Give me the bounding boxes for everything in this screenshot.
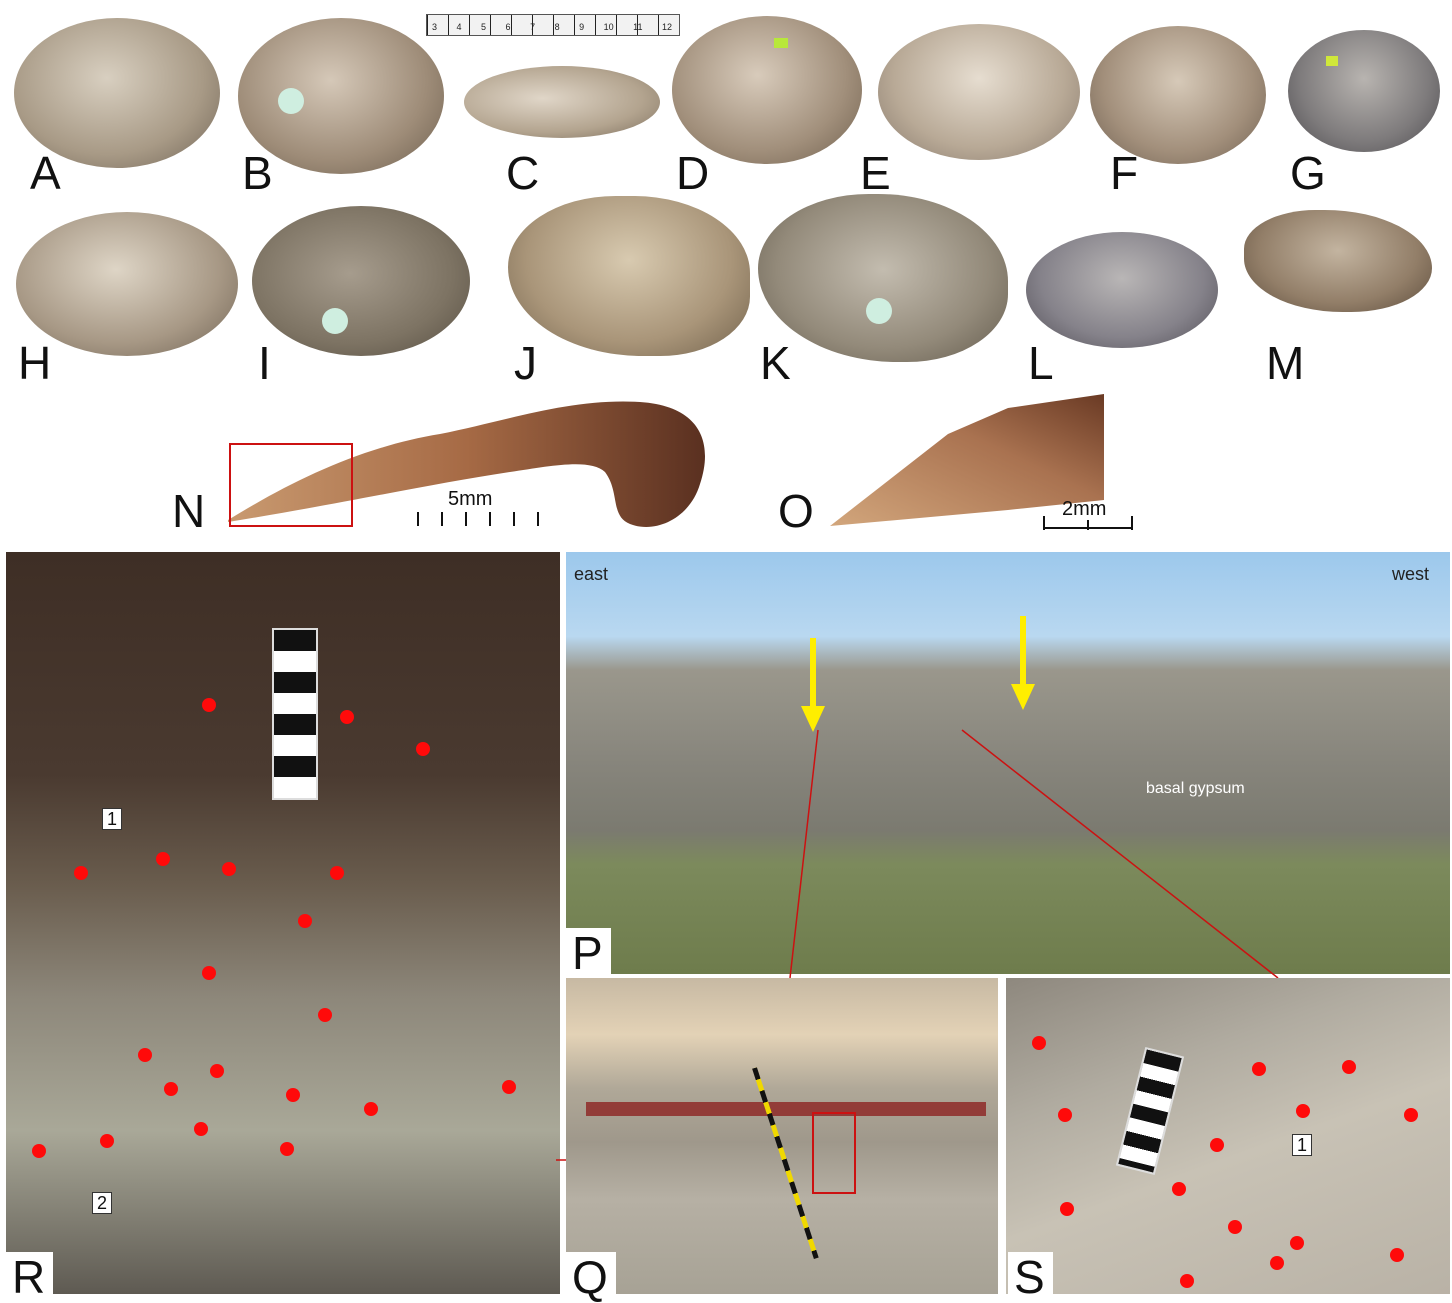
callout-label-1: 1: [1292, 1134, 1313, 1156]
fossil-marker: [1296, 1104, 1310, 1118]
fossil-marker: [156, 852, 170, 866]
fossil-marker: [1390, 1248, 1404, 1262]
panel-label-e: E: [860, 147, 891, 199]
callout-label-1: 1: [102, 808, 123, 830]
scale-ruler: [426, 14, 680, 36]
panel-label-m: M: [1266, 337, 1305, 389]
scale-bar-r: [272, 628, 318, 800]
shell-specimen-b: [238, 18, 444, 174]
panel-label-g: G: [1290, 147, 1326, 199]
panel-label-i: I: [258, 337, 271, 389]
shell-specimen-l: [1026, 232, 1218, 348]
panel-label-c: C: [506, 147, 540, 199]
scale-bar-s: [1115, 1046, 1185, 1176]
highlight-box: [812, 1112, 856, 1194]
specimen-tag: [1326, 56, 1338, 66]
fossil-marker: [364, 1102, 378, 1116]
fossil-marker: [318, 1008, 332, 1022]
fossil-marker: [1290, 1236, 1304, 1250]
field-photo-s: 1: [1006, 978, 1450, 1294]
fossil-marker: [502, 1080, 516, 1094]
shell-specimen-j: [508, 196, 750, 356]
fossil-marker: [1058, 1108, 1072, 1122]
fossil-marker: [1252, 1062, 1266, 1076]
fossil-marker: [138, 1048, 152, 1062]
shell-cross-section-o: [830, 394, 1104, 526]
ruler-tick-labels: 3 4 5 6 7 8 9 10 11 12: [432, 22, 672, 32]
survey-pole: [752, 1067, 819, 1259]
fossil-marker: [1228, 1220, 1242, 1234]
fossil-marker: [194, 1122, 208, 1136]
fossil-marker: [1404, 1108, 1418, 1122]
shell-specimen-f: [1090, 26, 1266, 164]
shell-specimen-m: [1244, 210, 1432, 312]
fossil-marker: [416, 742, 430, 756]
fossil-marker: [100, 1134, 114, 1148]
shell-specimen-d: [672, 16, 862, 164]
fossil-marker: [340, 710, 354, 724]
scalebar-2mm: [1043, 516, 1133, 530]
red-stratum-band: [586, 1102, 986, 1116]
panel-label-n: N: [172, 485, 206, 537]
field-photo-r: 1 2: [6, 552, 560, 1294]
fossil-marker: [298, 914, 312, 928]
fossil-marker: [210, 1064, 224, 1078]
shell-specimen-c: [464, 66, 660, 138]
scalebar-label-5mm: 5mm: [448, 488, 493, 510]
fossil-marker: [222, 862, 236, 876]
fossil-marker: [202, 698, 216, 712]
fossil-marker: [280, 1142, 294, 1156]
specimen-sticker: [278, 88, 304, 114]
panel-label-p: P: [566, 928, 611, 978]
indicator-arrow: [1011, 616, 1035, 710]
gypsum-layer-label: basal gypsum: [1146, 780, 1245, 797]
scalebar-label-2mm: 2mm: [1062, 498, 1107, 520]
shell-specimen-k: [758, 194, 1008, 362]
highlight-box: [229, 443, 353, 527]
panel-label-r: R: [6, 1252, 54, 1302]
fossil-marker: [1060, 1202, 1074, 1216]
panel-label-h: H: [18, 337, 52, 389]
panel-label-o: O: [778, 485, 814, 537]
panel-label-k: K: [760, 337, 791, 389]
shell-specimen-i: [252, 206, 470, 356]
fossil-marker: [164, 1082, 178, 1096]
fossil-marker: [1172, 1182, 1186, 1196]
panel-label-j: J: [514, 337, 537, 389]
fossil-marker: [1342, 1060, 1356, 1074]
fossil-marker: [330, 866, 344, 880]
fossil-marker: [1180, 1274, 1194, 1288]
fossil-marker: [1032, 1036, 1046, 1050]
panel-label-f: F: [1110, 147, 1139, 199]
fossil-marker: [1210, 1138, 1224, 1152]
direction-label-west: west: [1392, 564, 1430, 584]
fossil-marker: [286, 1088, 300, 1102]
shell-specimen-e: [878, 24, 1080, 160]
shell-specimen-h: [16, 212, 238, 356]
panel-label-q: Q: [566, 1252, 616, 1302]
shell-cross-section-n: [228, 401, 705, 527]
panel-label-b: B: [242, 147, 273, 199]
panel-label-l: L: [1028, 337, 1054, 389]
panel-label-a: A: [30, 147, 61, 199]
shell-specimen-a: [14, 18, 220, 168]
fossil-marker: [74, 866, 88, 880]
indicator-arrow: [801, 638, 825, 732]
scalebar-5mm: [417, 512, 539, 526]
panel-label-s: S: [1008, 1252, 1053, 1302]
specimen-sticker: [322, 308, 348, 334]
panel-label-d: D: [676, 147, 710, 199]
field-photo-q: [566, 978, 998, 1294]
direction-label-east: east: [574, 564, 609, 584]
specimen-tag: [774, 38, 788, 48]
fossil-marker: [32, 1144, 46, 1158]
fossil-marker: [1270, 1256, 1284, 1270]
shell-specimen-g: [1288, 30, 1440, 152]
callout-label-2: 2: [92, 1192, 113, 1214]
specimen-sticker: [866, 298, 892, 324]
field-photo-p: east west basal gypsum: [566, 552, 1450, 974]
fossil-marker: [202, 966, 216, 980]
